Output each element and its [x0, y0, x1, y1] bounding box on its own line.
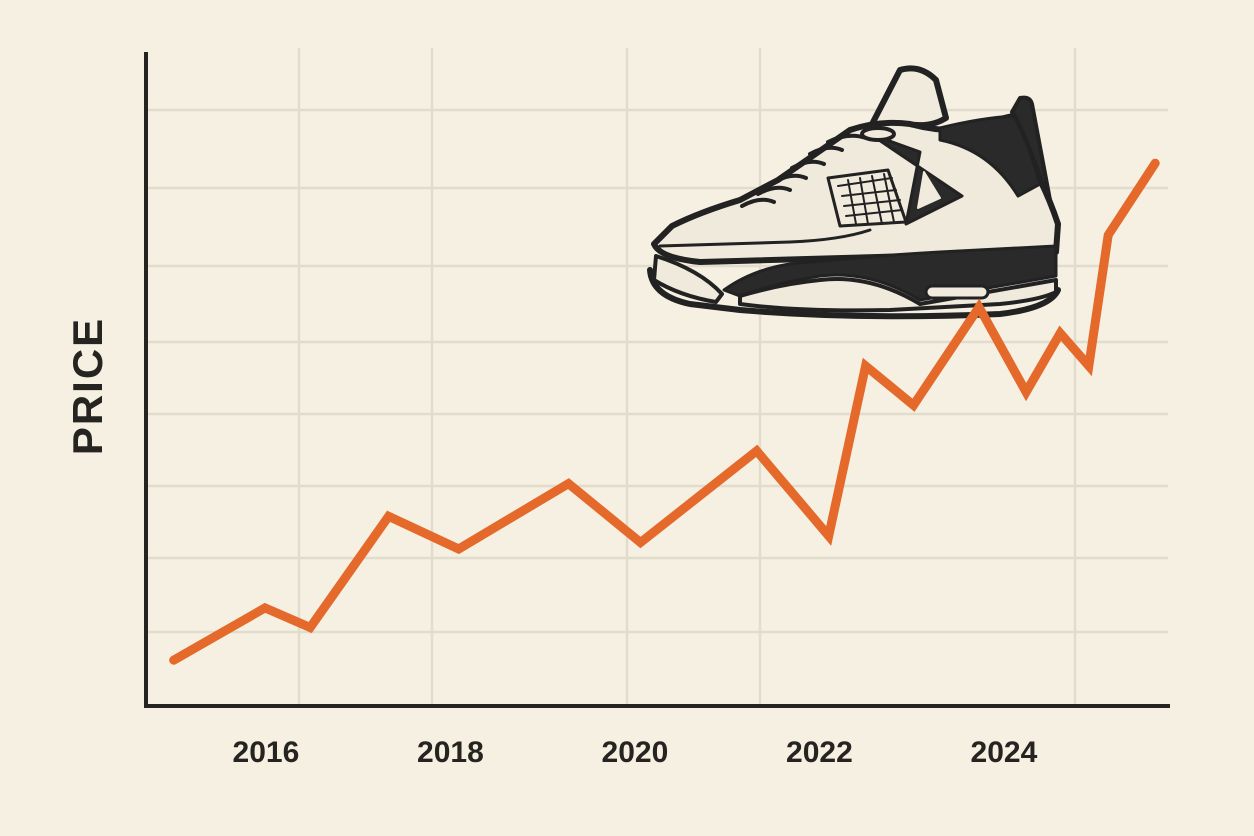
- x-tick-label: 2016: [233, 736, 300, 769]
- sneaker-icon: [647, 65, 1061, 320]
- mesh-panel: [826, 168, 908, 228]
- x-tick-label: 2024: [971, 736, 1038, 769]
- axes: [144, 52, 1170, 708]
- y-axis-title: PRICE: [64, 317, 111, 455]
- x-tick-label: 2018: [417, 736, 484, 769]
- x-tick-labels: 2016 2018 2020 2022 2024: [233, 736, 1038, 769]
- series-layer: [169, 158, 1160, 665]
- x-tick-label: 2020: [602, 736, 669, 769]
- grid: [146, 48, 1168, 706]
- laces: [740, 126, 896, 208]
- x-tick-label: 2022: [786, 736, 853, 769]
